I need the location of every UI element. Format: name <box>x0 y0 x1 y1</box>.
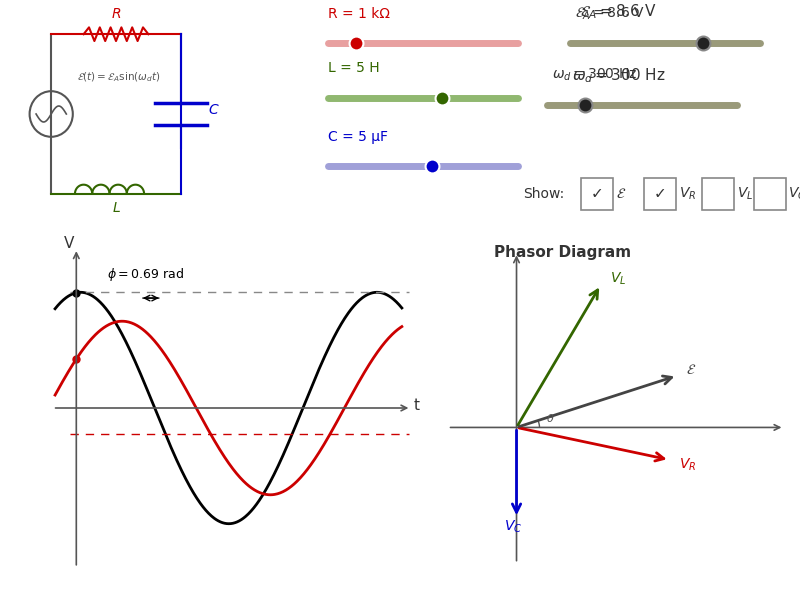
Text: $V_L$: $V_L$ <box>737 185 753 202</box>
Text: V: V <box>64 236 74 251</box>
Text: R: R <box>111 7 121 21</box>
Text: $V_R$: $V_R$ <box>679 185 696 202</box>
Text: C = 5 μF: C = 5 μF <box>328 130 388 144</box>
Text: ✓: ✓ <box>590 186 603 202</box>
Text: $\omega_d = 300\ \mathrm{Hz}$: $\omega_d = 300\ \mathrm{Hz}$ <box>552 67 638 83</box>
Text: $V_R$: $V_R$ <box>678 457 696 473</box>
FancyBboxPatch shape <box>754 178 786 210</box>
Text: L: L <box>112 201 120 215</box>
Text: $V_L$: $V_L$ <box>610 270 626 287</box>
Text: $\mathcal{E}$: $\mathcal{E}$ <box>616 187 626 201</box>
Text: Phasor Diagram: Phasor Diagram <box>494 245 631 260</box>
Text: $V_C$: $V_C$ <box>789 185 800 202</box>
FancyBboxPatch shape <box>645 178 676 210</box>
Text: $\mathcal{E}_A = 8.6\ \mathrm{V}$: $\mathcal{E}_A = 8.6\ \mathrm{V}$ <box>580 2 657 21</box>
Text: $\mathcal{E}$: $\mathcal{E}$ <box>686 364 697 377</box>
Text: $V_C$: $V_C$ <box>504 519 522 535</box>
Text: C: C <box>209 103 218 117</box>
Text: $\phi = 0.69\ \mathrm{rad}$: $\phi = 0.69\ \mathrm{rad}$ <box>107 266 184 283</box>
Text: $\mathcal{E}_A = 8.6\ \mathrm{V}$: $\mathcal{E}_A = 8.6\ \mathrm{V}$ <box>575 5 645 22</box>
Text: $\omega_d = 300\ \mathrm{Hz}$: $\omega_d = 300\ \mathrm{Hz}$ <box>573 66 666 85</box>
Text: L = 5 H: L = 5 H <box>328 61 379 76</box>
Text: ✓: ✓ <box>654 186 666 202</box>
Text: t: t <box>414 398 420 413</box>
FancyBboxPatch shape <box>702 178 734 210</box>
Text: Show:: Show: <box>523 187 565 201</box>
Text: $\mathcal{E}(t) = \mathcal{E}_A \sin(\omega_d t)$: $\mathcal{E}(t) = \mathcal{E}_A \sin(\om… <box>77 70 161 83</box>
Text: $\theta$: $\theta$ <box>546 412 554 424</box>
Text: R = 1 kΩ: R = 1 kΩ <box>328 7 390 20</box>
FancyBboxPatch shape <box>581 178 613 210</box>
